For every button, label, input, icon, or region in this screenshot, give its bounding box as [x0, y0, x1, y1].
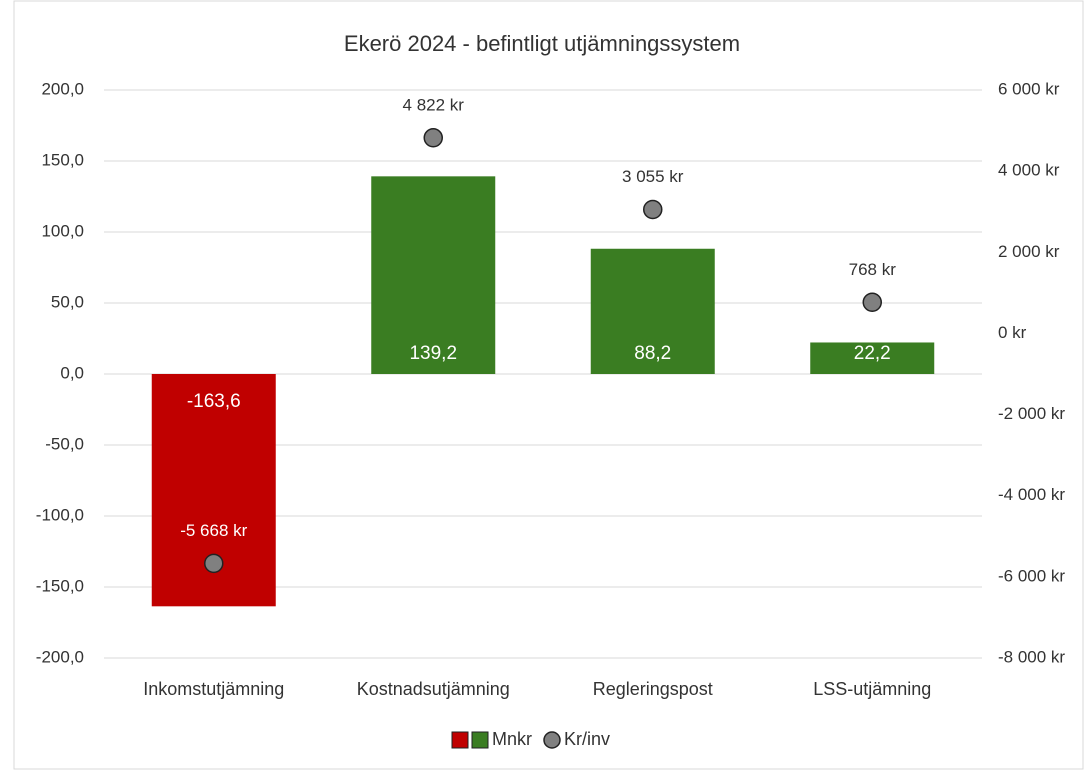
legend-swatch	[543, 731, 561, 749]
chart-title: Ekerö 2024 - befintligt utjämningssystem	[344, 31, 740, 56]
point	[862, 292, 882, 313]
bar	[371, 176, 496, 374]
y-tick-label: 200,0	[41, 79, 84, 98]
legend-label: Mnkr	[492, 729, 532, 749]
y2-tick-label: -2 000 kr	[998, 404, 1065, 423]
point-value-label: -5 668 kr	[180, 521, 247, 540]
y-tick-label: 0,0	[60, 363, 84, 382]
point-value-label: 4 822 kr	[403, 95, 465, 114]
point-value-label: 3 055 kr	[622, 167, 684, 186]
y2-tick-label: 0 kr	[998, 323, 1027, 342]
y-tick-label: 50,0	[51, 292, 84, 311]
y-tick-label: 150,0	[41, 150, 84, 169]
y-tick-label: -150,0	[36, 576, 84, 595]
bar	[810, 342, 935, 374]
point	[643, 199, 663, 220]
x-tick-label: LSS-utjämning	[813, 679, 931, 699]
legend-swatch	[471, 731, 489, 749]
y2-tick-label: -4 000 kr	[998, 485, 1065, 504]
point-value-label: 768 kr	[849, 260, 897, 279]
x-tick-label: Inkomstutjämning	[143, 679, 284, 699]
bar	[590, 248, 715, 374]
point	[423, 128, 443, 148]
legend-swatch	[451, 731, 469, 749]
y2-tick-label: -8 000 kr	[998, 647, 1065, 666]
x-tick-label: Regleringspost	[593, 679, 713, 699]
bar-value-label: 139,2	[409, 343, 457, 364]
y2-tick-label: 4 000 kr	[998, 161, 1060, 180]
y2-tick-label: -6 000 kr	[998, 566, 1065, 585]
x-tick-label: Kostnadsutjämning	[357, 679, 510, 699]
y-tick-label: -200,0	[36, 647, 84, 666]
y-tick-label: 100,0	[41, 221, 84, 240]
bar-value-label: 88,2	[634, 343, 671, 364]
legend-label: Kr/inv	[564, 729, 610, 749]
y2-tick-label: 2 000 kr	[998, 242, 1060, 261]
bar-value-label: -163,6	[187, 391, 241, 412]
point	[204, 553, 224, 574]
y-tick-label: -100,0	[36, 505, 84, 524]
y-tick-label: -50,0	[45, 434, 84, 453]
y2-tick-label: 6 000 kr	[998, 79, 1060, 98]
bar-value-label: 22,2	[854, 343, 891, 364]
